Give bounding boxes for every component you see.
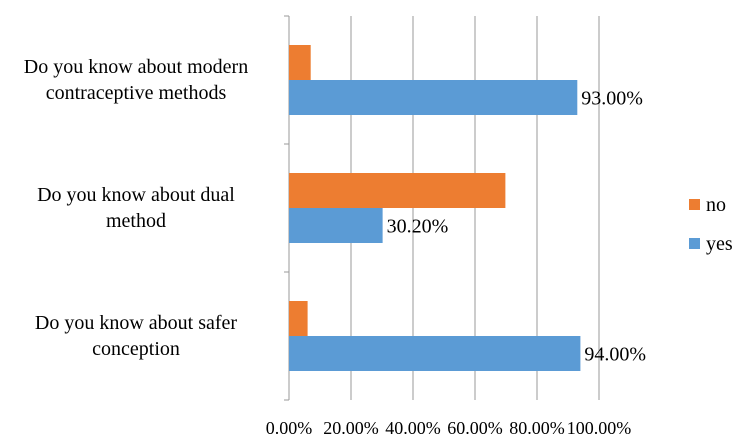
category-label: conception [92, 338, 180, 360]
bars [289, 45, 581, 371]
x-tick-label: 0.00% [266, 418, 313, 438]
category-label: contraceptive methods [46, 82, 227, 104]
data-label-yes: 94.00% [584, 344, 646, 366]
x-tick-label: 80.00% [509, 418, 565, 438]
legend-label-no: no [706, 194, 726, 216]
bar-no [289, 173, 506, 208]
category-axis [284, 15, 290, 401]
labels: 0.00% 20.00% 40.00% 60.00% 80.00% 100.00% 93.0… [24, 56, 646, 438]
data-label-yes: 93.00% [581, 88, 643, 110]
bar-yes [289, 80, 578, 115]
bar-no [289, 301, 308, 336]
legend-swatch-no [689, 199, 700, 210]
legend-swatch-yes [689, 238, 700, 249]
x-tick-label: 100.00% [567, 418, 632, 438]
category-label: Do you know about dual [37, 184, 235, 206]
x-tick-label: 40.00% [385, 418, 441, 438]
category-label: Do you know about modern [24, 56, 248, 78]
x-tick-label: 20.00% [323, 418, 379, 438]
category-label: Do you know about safer [35, 312, 238, 334]
data-label-yes: 30.20% [387, 216, 449, 238]
bar-yes [289, 336, 581, 371]
x-tick-label: 60.00% [447, 418, 503, 438]
bar-yes [289, 208, 383, 243]
legend-label-yes: yes [706, 233, 733, 255]
legend: no yes [689, 194, 733, 255]
category-label: method [106, 210, 166, 232]
bar-no [289, 45, 311, 80]
